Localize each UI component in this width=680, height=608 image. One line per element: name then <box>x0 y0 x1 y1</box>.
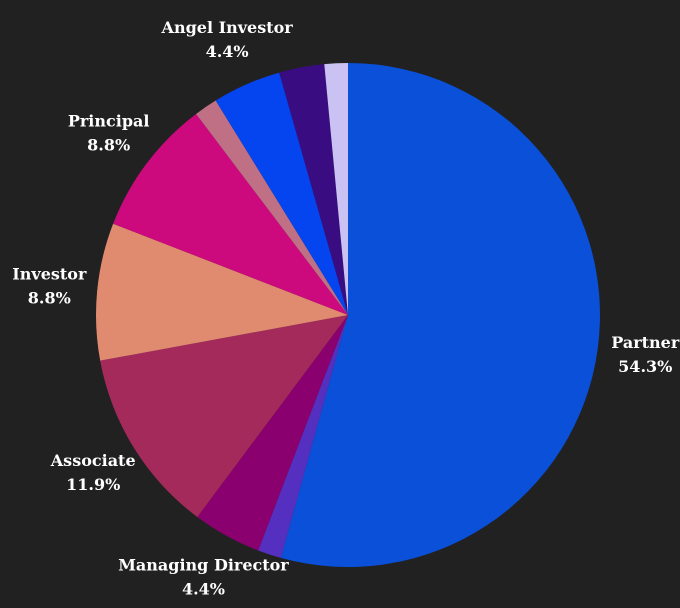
slice-value-label: 4.4% <box>206 42 249 61</box>
slice-value-label: 4.4% <box>182 579 225 598</box>
pie-slice <box>113 113 349 315</box>
pie-slice <box>95 223 348 361</box>
slice-value-label: 54.3% <box>618 357 672 376</box>
slice-label: Investor <box>12 264 87 283</box>
slice-label: Principal <box>68 112 150 131</box>
slice-value-label: 11.9% <box>66 475 120 494</box>
slice-label: Associate <box>50 451 136 470</box>
pie-slice <box>100 315 348 517</box>
pie-slice <box>280 63 600 567</box>
pie-slice <box>258 315 348 558</box>
pie-slice <box>197 315 348 551</box>
slice-label: Angel Investor <box>161 18 294 37</box>
pie-slice <box>279 64 348 316</box>
pie-slice <box>215 72 348 315</box>
slice-value-label: 8.8% <box>28 288 71 307</box>
slice-value-label: 8.8% <box>87 136 130 155</box>
slice-label: Partner <box>611 333 680 352</box>
slice-label: Managing Director <box>118 555 289 574</box>
pie-slice <box>324 63 348 315</box>
pie-slice <box>196 100 348 315</box>
